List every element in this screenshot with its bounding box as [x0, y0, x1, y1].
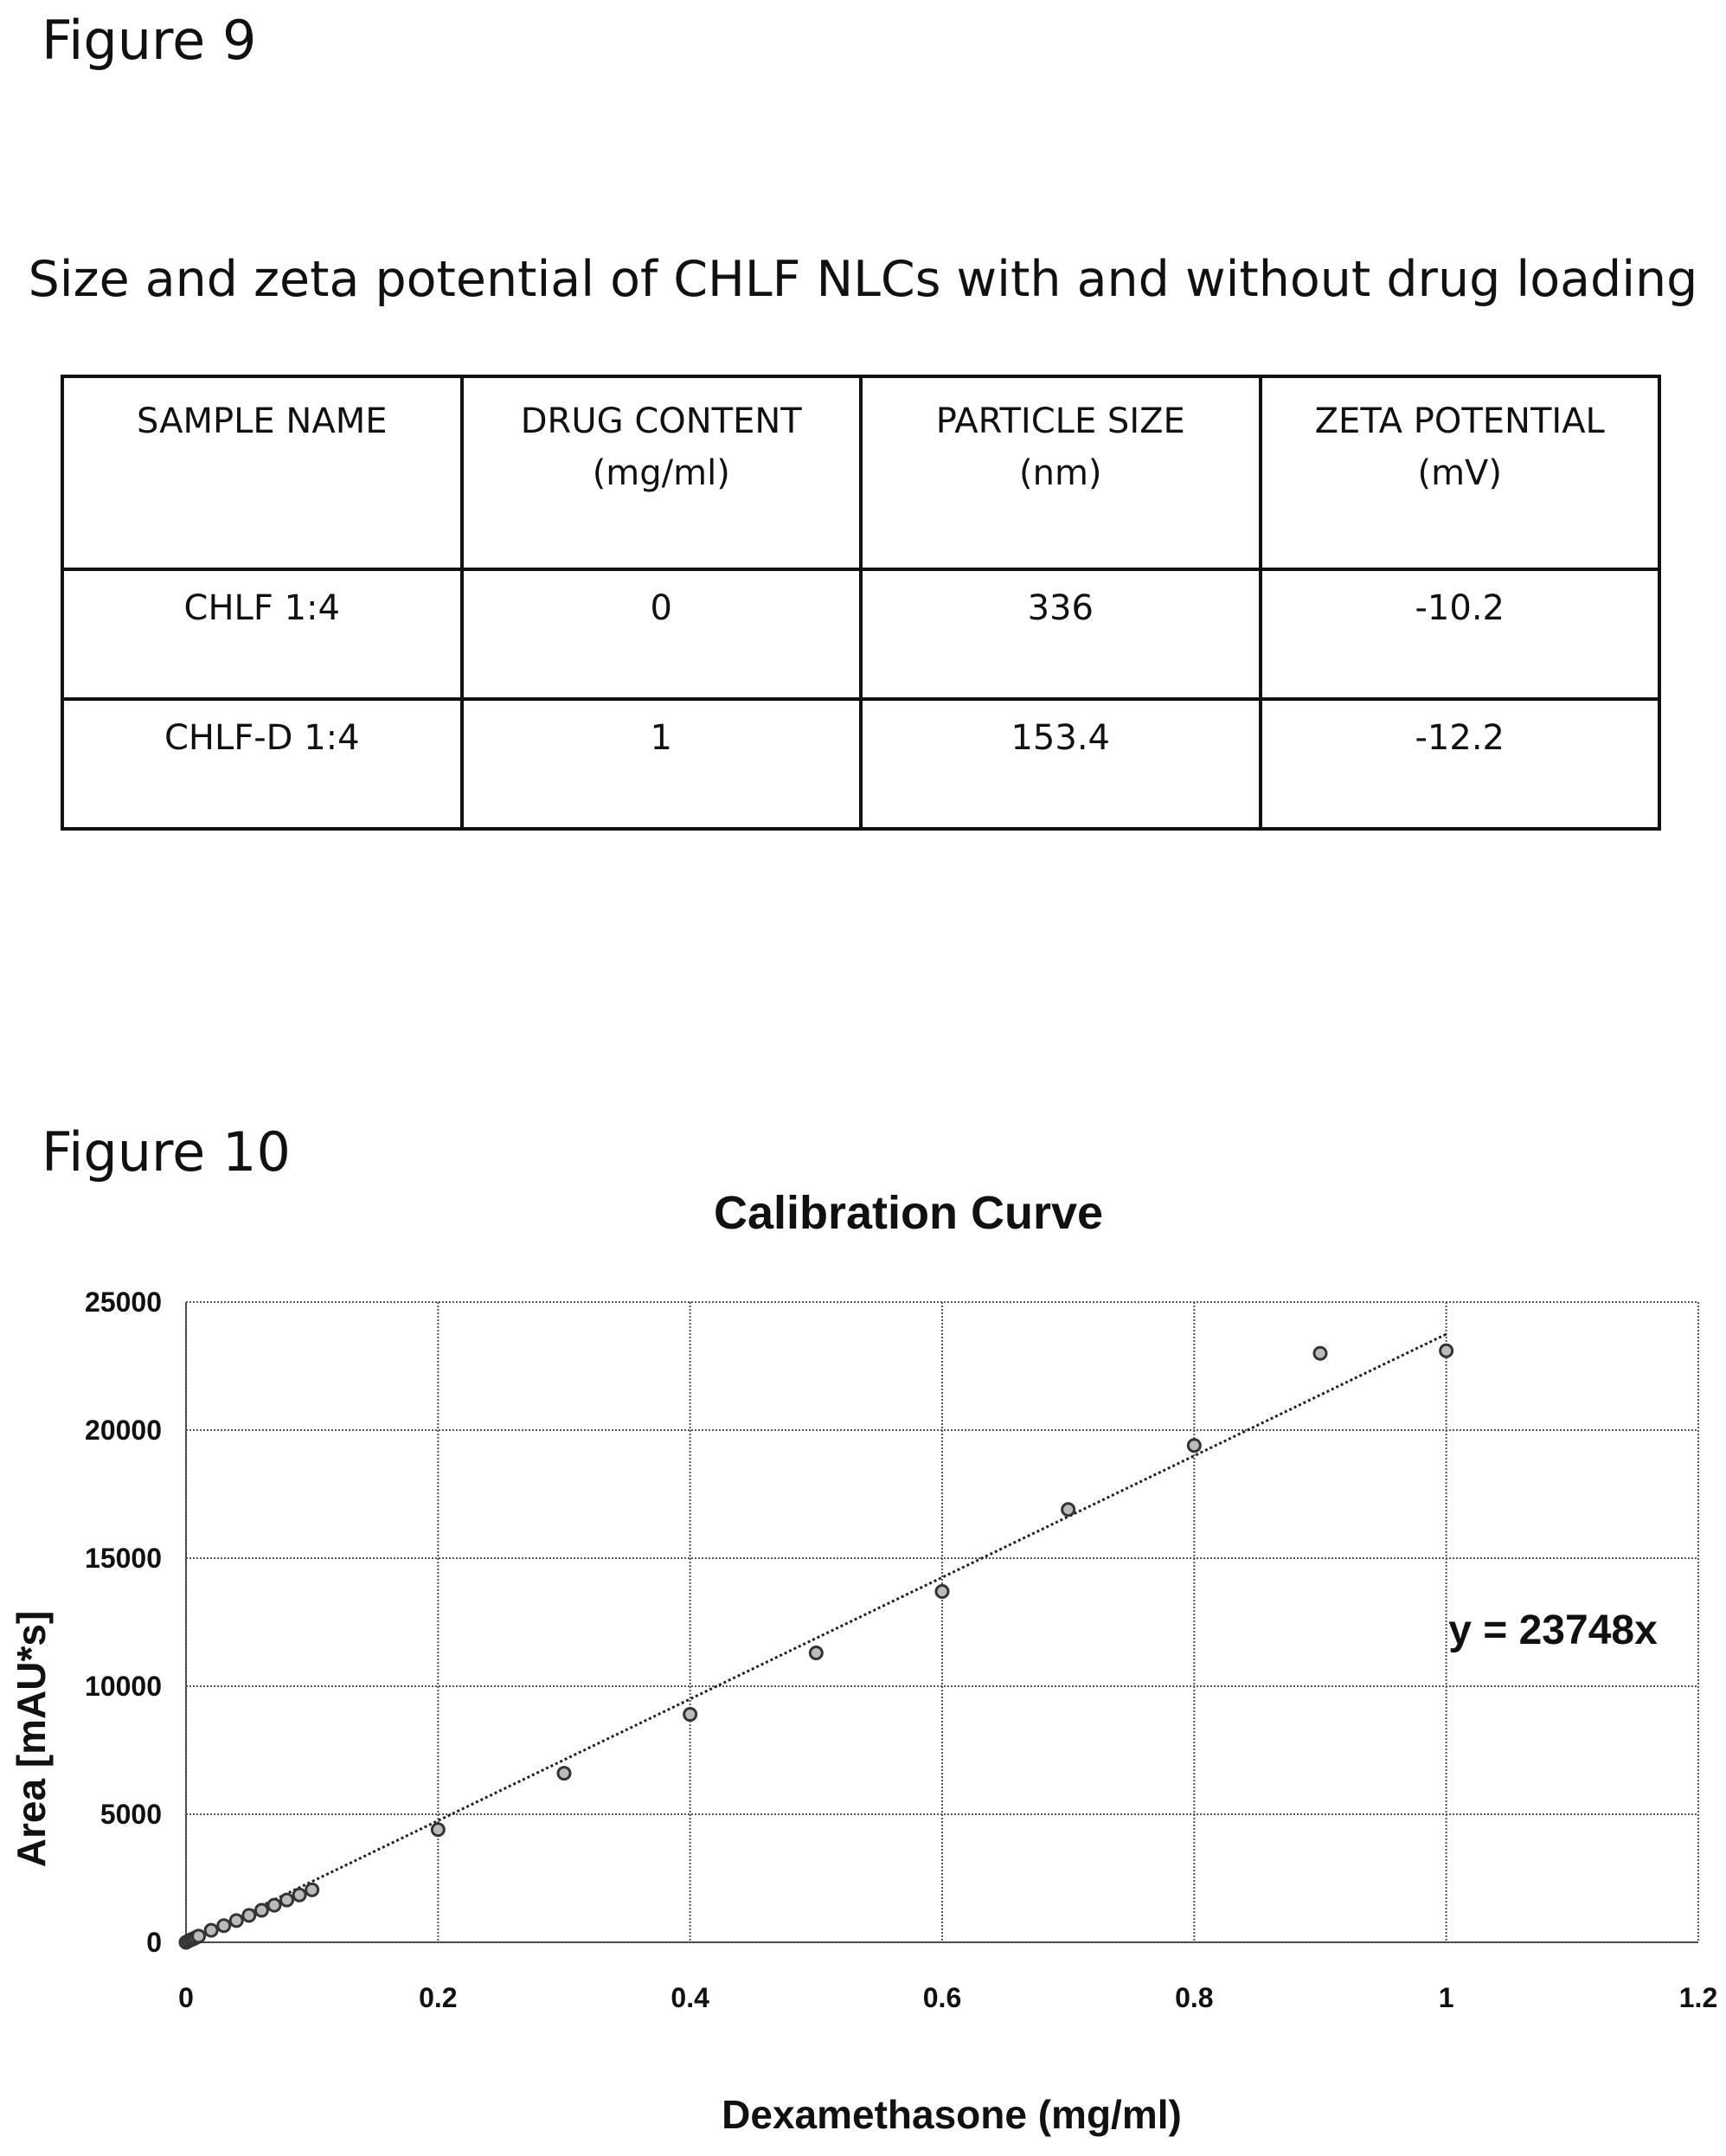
table-cell: 1: [459, 697, 863, 831]
y-tick-label: 5000: [100, 1799, 162, 1830]
x-tick-label: 0.8: [1175, 1982, 1213, 2013]
data-point: [305, 1882, 320, 1897]
table-cell: -10.2: [1258, 568, 1661, 701]
table-header-row: SAMPLE NAME DRUG CONTENT (mg/ml) PARTICLE…: [61, 375, 1661, 571]
data-point: [430, 1822, 446, 1838]
data-point: [1061, 1502, 1076, 1518]
data-point: [203, 1922, 219, 1938]
data-point: [241, 1908, 257, 1923]
y-axis-title: Area [mAU*s]: [9, 1611, 54, 1868]
equation-annotation: y = 23748x: [1448, 1607, 1658, 1653]
data-point: [683, 1707, 698, 1723]
data-point: [808, 1646, 824, 1661]
trendline-group: [185, 1332, 1447, 1944]
data-point: [266, 1897, 282, 1913]
y-tick-label: 10000: [85, 1671, 162, 1702]
x-tick-label: 0.6: [923, 1982, 961, 2013]
table-row: CHLF-D 1:4 1 153.4 -12.2: [61, 697, 1661, 831]
data-point: [279, 1892, 295, 1908]
x-tick-label: 1: [1439, 1982, 1454, 2013]
data-point: [556, 1766, 572, 1781]
data-point: [934, 1583, 950, 1599]
data-point: [228, 1913, 244, 1928]
y-tick-label: 25000: [85, 1287, 162, 1318]
data-table: SAMPLE NAME DRUG CONTENT (mg/ml) PARTICLE…: [61, 375, 1661, 831]
data-point: [292, 1887, 307, 1903]
table-cell: 336: [859, 568, 1262, 701]
table-cell: 153.4: [859, 697, 1262, 831]
figure-10-label: Figure 10: [42, 1120, 291, 1184]
trendline: [185, 1332, 1447, 1944]
data-point: [1312, 1345, 1328, 1361]
x-axis-title: Dexamethasone (mg/ml): [722, 2092, 1182, 2137]
data-point: [1439, 1343, 1454, 1358]
data-point: [191, 1928, 207, 1944]
column-header: PARTICLE SIZE (nm): [859, 375, 1262, 571]
table-cell: CHLF-D 1:4: [61, 697, 464, 831]
x-tick-label: 0.4: [671, 1982, 709, 2013]
y-tick-label: 15000: [85, 1543, 162, 1574]
table-cell: CHLF 1:4: [61, 568, 464, 701]
grid: [185, 1301, 1699, 1943]
column-header: SAMPLE NAME: [61, 375, 464, 571]
x-tick-label: 0.2: [419, 1982, 457, 2013]
data-point: [216, 1918, 232, 1934]
column-header: DRUG CONTENT (mg/ml): [459, 375, 863, 571]
x-tick-label: 0: [178, 1982, 194, 2013]
column-header: ZETA POTENTIAL (mV): [1258, 375, 1661, 571]
chart-title: Calibration Curve: [714, 1187, 1103, 1239]
data-points: [178, 1343, 1454, 1950]
x-tick-label: 1.2: [1679, 1982, 1717, 2013]
table-cell: 0: [459, 568, 863, 701]
table-cell: -12.2: [1258, 697, 1661, 831]
tick-labels: 0 0.2 0.4 0.6 0.8 1 1.2 0 5000 10000 15000 20000 250…: [85, 1287, 1717, 2013]
figure-9-label: Figure 9: [42, 9, 257, 72]
table-row: CHLF 1:4 0 336 -10.2: [61, 568, 1661, 701]
table-caption: Size and zeta potential of CHLF NLCs wit…: [28, 251, 1698, 308]
calibration-chart: Calibration Curve 0 0.2 0.4 0.6 0.8 1 1.2 0 5000…: [9, 1187, 1717, 2137]
y-tick-label: 0: [146, 1927, 162, 1958]
data-point: [1186, 1438, 1202, 1453]
data-point: [253, 1903, 269, 1918]
y-tick-label: 20000: [85, 1415, 162, 1446]
